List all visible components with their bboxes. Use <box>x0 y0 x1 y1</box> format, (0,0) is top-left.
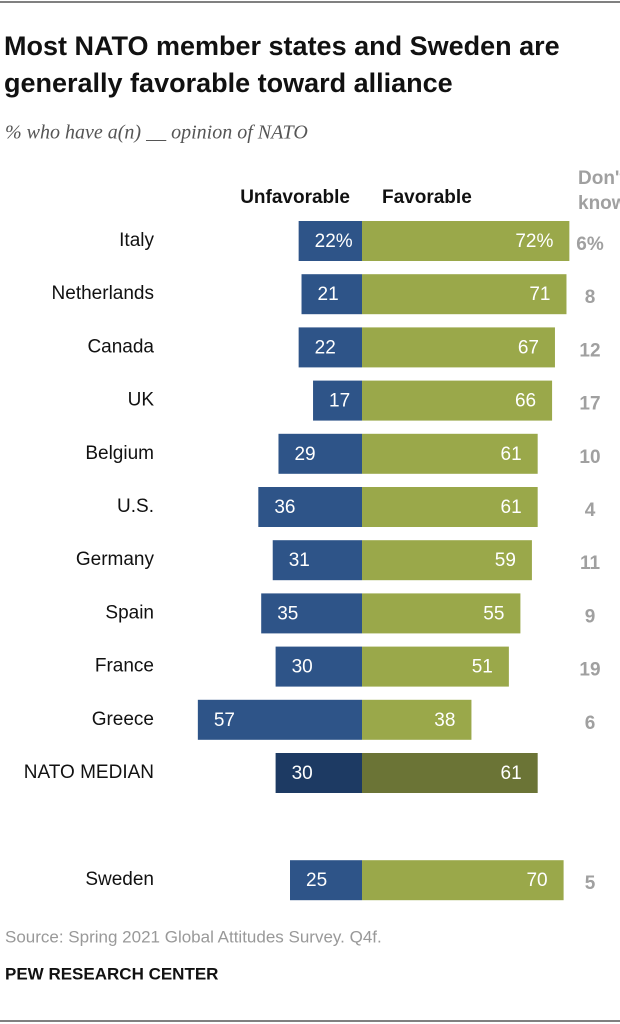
legend-label: Unfavorable <box>240 187 350 208</box>
bar <box>362 327 555 368</box>
value-label: 4 <box>585 500 596 521</box>
bar <box>362 380 553 421</box>
value-label: 35 <box>277 603 298 624</box>
value-label: 11 <box>580 553 601 574</box>
bar <box>275 753 362 793</box>
value-label: 61 <box>501 763 522 784</box>
value-label: 5 <box>585 873 596 894</box>
category-label: France <box>95 656 154 677</box>
value-label: 59 <box>495 550 516 571</box>
value-label: 57 <box>214 710 235 731</box>
category-label: Belgium <box>85 443 154 464</box>
bar <box>298 327 362 368</box>
value-label: 30 <box>292 763 313 784</box>
bar <box>261 593 362 634</box>
bar <box>362 221 570 261</box>
value-label: 22% <box>315 231 353 252</box>
category-label: U.S. <box>117 496 154 517</box>
value-label: 6 <box>585 713 596 734</box>
bar <box>275 646 362 687</box>
value-label: 72% <box>515 231 553 252</box>
value-label: 61 <box>501 497 522 518</box>
value-label: 22 <box>315 337 336 358</box>
value-label: 51 <box>472 657 493 678</box>
value-label: 55 <box>483 603 504 624</box>
bar <box>298 221 362 261</box>
bar <box>258 487 362 527</box>
value-label: 66 <box>515 391 536 412</box>
bar <box>362 274 567 315</box>
bar <box>290 860 362 901</box>
category-label: Italy <box>119 230 154 251</box>
subtitle: % who have a(n) __ opinion of NATO <box>5 122 308 144</box>
bar <box>197 699 362 740</box>
bar <box>362 753 538 793</box>
value-label: 25 <box>306 870 327 891</box>
legend-label: Don't know <box>578 168 620 214</box>
value-label: 70 <box>526 870 547 891</box>
source: Source: Spring 2021 Global Attitudes Sur… <box>5 927 382 946</box>
category-label: Greece <box>92 709 154 730</box>
value-label: 61 <box>501 444 522 465</box>
value-label: 10 <box>579 447 600 468</box>
value-label: 6% <box>576 234 604 255</box>
category-label: NATO MEDIAN <box>24 762 154 783</box>
bar <box>362 593 521 634</box>
chart-title: Most NATO member states and Sweden are g… <box>4 31 560 98</box>
value-label: 12 <box>579 340 600 361</box>
value-label: 8 <box>585 287 596 308</box>
title-box: Most NATO member states and Sweden are g… <box>4 31 560 98</box>
bar <box>272 540 362 581</box>
category-label: UK <box>128 390 155 411</box>
bar <box>362 646 509 687</box>
value-label: 9 <box>585 606 596 627</box>
category-label: Spain <box>105 602 154 623</box>
value-label: 29 <box>294 444 315 465</box>
category-label: Canada <box>87 336 154 357</box>
value-label: 30 <box>292 657 313 678</box>
bar <box>278 433 362 474</box>
category-label: Netherlands <box>52 283 154 304</box>
bar <box>362 433 538 474</box>
value-label: 71 <box>529 284 550 305</box>
category-label: Germany <box>76 549 155 570</box>
legend-label: Favorable <box>382 187 472 208</box>
value-label: 36 <box>274 497 295 518</box>
value-label: 67 <box>518 337 539 358</box>
value-label: 31 <box>289 550 310 571</box>
bar <box>362 699 472 740</box>
bar <box>362 860 564 901</box>
bar <box>362 540 532 581</box>
value-label: 17 <box>579 394 600 415</box>
value-label: 38 <box>434 710 455 731</box>
value-label: 17 <box>329 391 350 412</box>
value-label: 19 <box>579 660 600 681</box>
category-label: Sweden <box>85 869 154 890</box>
bar <box>313 380 362 421</box>
bar <box>301 274 362 315</box>
footer: PEW RESEARCH CENTER <box>5 964 218 983</box>
bar <box>362 487 538 527</box>
value-label: 21 <box>318 284 339 305</box>
